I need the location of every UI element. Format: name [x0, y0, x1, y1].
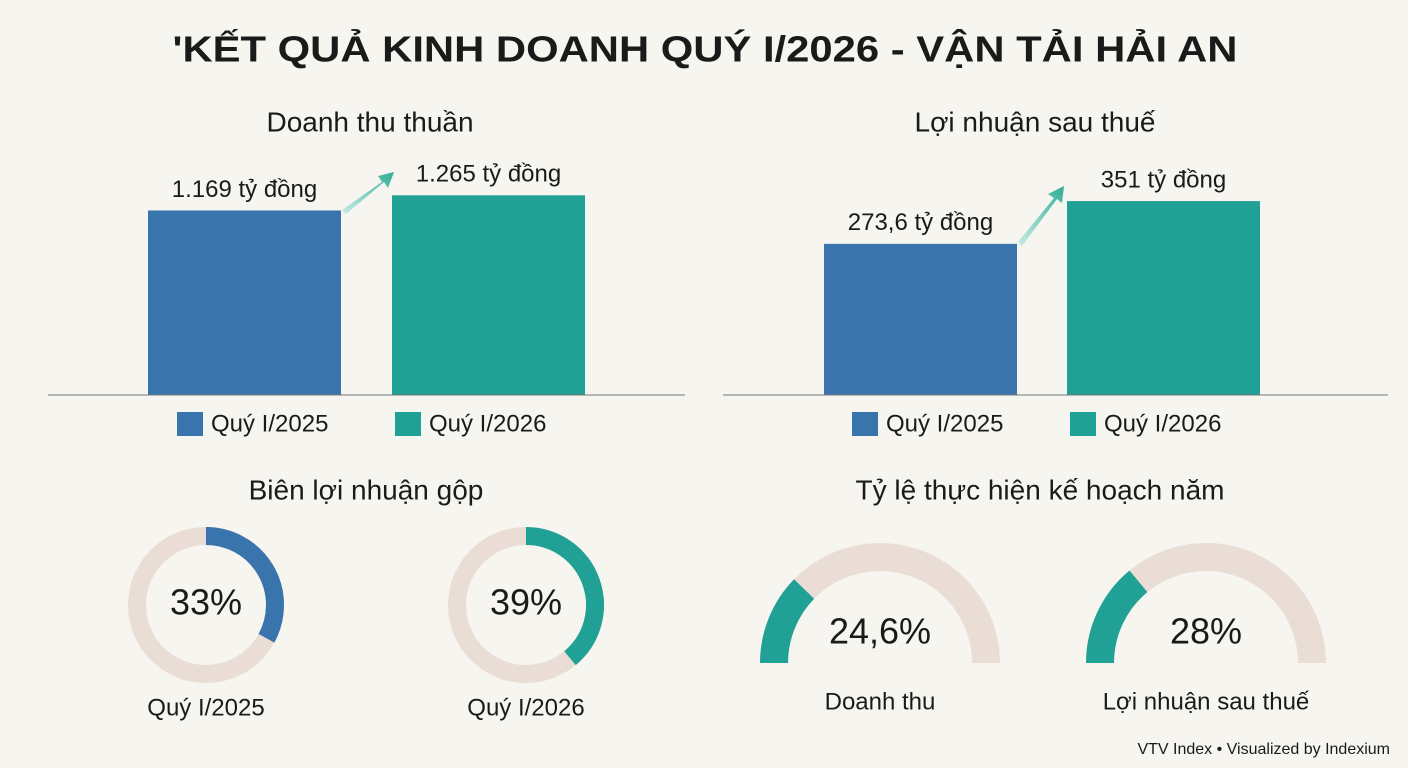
legend-swatch [395, 412, 421, 436]
donut-label: Quý I/2025 [147, 694, 264, 721]
chart-title: Biên lợi nhuận gộp [249, 474, 484, 505]
chart-title: Doanh thu thuần [266, 106, 473, 137]
bar-value-label: 1.169 tỷ đồng [172, 176, 317, 203]
bar [1067, 201, 1260, 395]
legend-swatch [177, 412, 203, 436]
gauge-arc [760, 579, 815, 664]
bar [392, 195, 585, 395]
legend-swatch [1070, 412, 1096, 436]
donut-arc [525, 527, 604, 666]
legend-swatch [852, 412, 878, 436]
trend-arrow [342, 172, 394, 214]
legend-label: Quý I/2026 [1104, 410, 1221, 437]
donut-value: 39% [490, 582, 562, 623]
gauge-value: 24,6% [829, 611, 931, 652]
gauge-arc [1086, 570, 1148, 664]
bar-value-label: 273,6 tỷ đồng [848, 209, 993, 236]
trend-arrow [1018, 186, 1064, 246]
bar-value-label: 351 tỷ đồng [1101, 166, 1226, 193]
chart-title: Tỷ lệ thực hiện kế hoạch năm [856, 474, 1225, 505]
bar [148, 210, 341, 395]
donut-label: Quý I/2026 [467, 694, 584, 721]
gauge-value: 28% [1170, 611, 1242, 652]
bar [824, 243, 1017, 395]
donut-value: 33% [170, 582, 242, 623]
chart-title: Lợi nhuận sau thuế [915, 106, 1156, 137]
legend-label: Quý I/2025 [886, 410, 1003, 437]
footer: VTV Index • Visualized by Indexium [1137, 741, 1390, 758]
legend-label: Quý I/2025 [211, 410, 328, 437]
gauge-label: Doanh thu [825, 688, 936, 715]
legend-label: Quý I/2026 [429, 410, 546, 437]
donut-arc [205, 527, 284, 643]
gauge-label: Lợi nhuận sau thuế [1103, 688, 1310, 715]
bar-value-label: 1.265 tỷ đồng [416, 161, 561, 188]
page-title: 'KẾT QUẢ KINH DOANH QUÝ I/2026 - VẬN TẢI… [173, 28, 1238, 70]
